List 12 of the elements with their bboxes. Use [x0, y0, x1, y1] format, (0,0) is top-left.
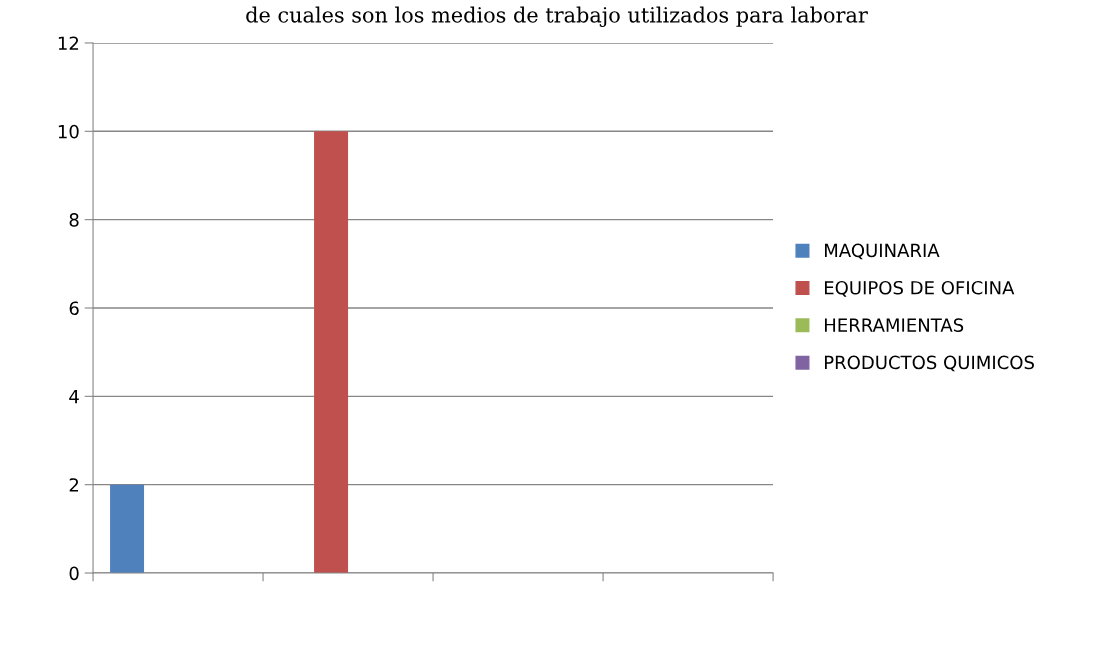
legend-label: PRODUCTOS QUIMICOS — [825, 355, 1034, 372]
legend-label: HERRAMIENTAS — [825, 318, 964, 332]
chart-title: de cuales son los medios de trabajo utilizados para laborar — [246, 6, 868, 28]
y-tick-label: 6 — [69, 301, 79, 316]
y-tick-label: 4 — [69, 390, 79, 404]
legend-label: EQUIPOS DE OFICINA — [825, 280, 1015, 297]
y-tick-label: 2 — [69, 478, 79, 492]
legend-label: MAQUINARIA — [825, 243, 940, 260]
y-tick-label: 8 — [69, 213, 79, 227]
y-tick-label: 10 — [58, 124, 79, 139]
y-tick-label: 12 — [58, 36, 79, 50]
y-tick-label: 0 — [69, 566, 79, 581]
